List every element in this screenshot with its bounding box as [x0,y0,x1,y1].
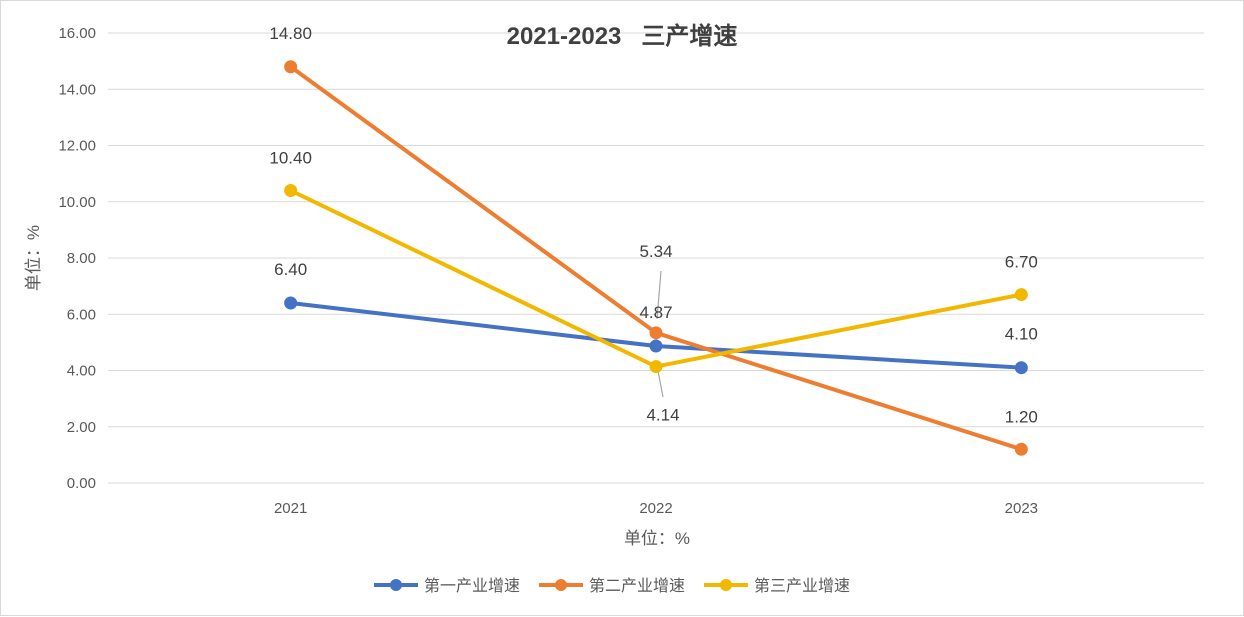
data-point [1014,361,1028,375]
x-axis-title: 单位：% [624,529,690,548]
data-label: 10.40 [269,149,312,168]
y-tick-label: 10.00 [58,194,96,211]
y-tick-label: 16.00 [58,25,96,42]
legend-swatch-marker [390,579,402,591]
label-leader-lines [656,270,664,398]
data-label-leader-line [657,370,664,398]
data-label: 6.70 [1005,253,1038,272]
legend-swatch-marker [555,579,567,591]
data-label: 14.80 [269,24,312,43]
legend-item: 第三产业增速 [704,577,850,595]
data-label: 4.87 [639,303,672,322]
legend-label: 第一产业增速 [424,577,520,595]
data-point [649,339,663,353]
chart-title: 2021-2023 三产增速 [507,22,738,50]
y-tick-label: 14.00 [58,81,96,98]
data-point [284,184,298,197]
legend-item: 第二产业增速 [539,577,685,595]
legend-swatch-marker [720,579,732,591]
x-axis-ticks: 2021 2022 2023 [274,500,1038,517]
data-label: 4.14 [646,406,679,425]
data-label: 4.10 [1005,325,1038,344]
y-tick-label: 6.00 [67,306,96,323]
y-tick-label: 2.00 [67,419,96,436]
legend-label: 第二产业增速 [589,577,685,595]
data-label-leader-line [656,270,662,320]
series-points [284,60,1028,456]
data-labels: 6.40 4.87 4.10 14.80 5.34 1.20 10.40 4.14 6.70 [269,24,1037,427]
legend: 第一产业增速 第二产业增速 第三产业增速 [374,577,850,595]
legend-item: 第一产业增速 [374,577,520,595]
x-tick-label: 2021 [274,500,307,517]
x-tick-label: 2023 [1005,500,1038,517]
data-point [284,296,298,310]
y-axis-ticks: 0.00 2.00 4.00 6.00 8.00 10.00 12.00 14.00 16.00 [58,25,96,492]
y-tick-label: 4.00 [67,363,96,380]
data-label: 1.20 [1005,407,1038,426]
data-label: 5.34 [639,242,672,261]
y-tick-label: 0.00 [67,475,96,492]
y-tick-label: 8.00 [67,250,96,267]
data-point [649,326,663,340]
legend-label: 第三产业增速 [754,577,850,595]
y-axis-title: 单位：% [24,225,43,291]
data-label: 6.40 [274,260,307,279]
y-tick-label: 12.00 [58,138,96,155]
x-tick-label: 2022 [639,500,672,517]
data-point [1014,288,1028,302]
gridlines [108,32,1204,484]
data-point [649,360,663,374]
data-point [1014,442,1028,456]
data-point [284,60,298,74]
